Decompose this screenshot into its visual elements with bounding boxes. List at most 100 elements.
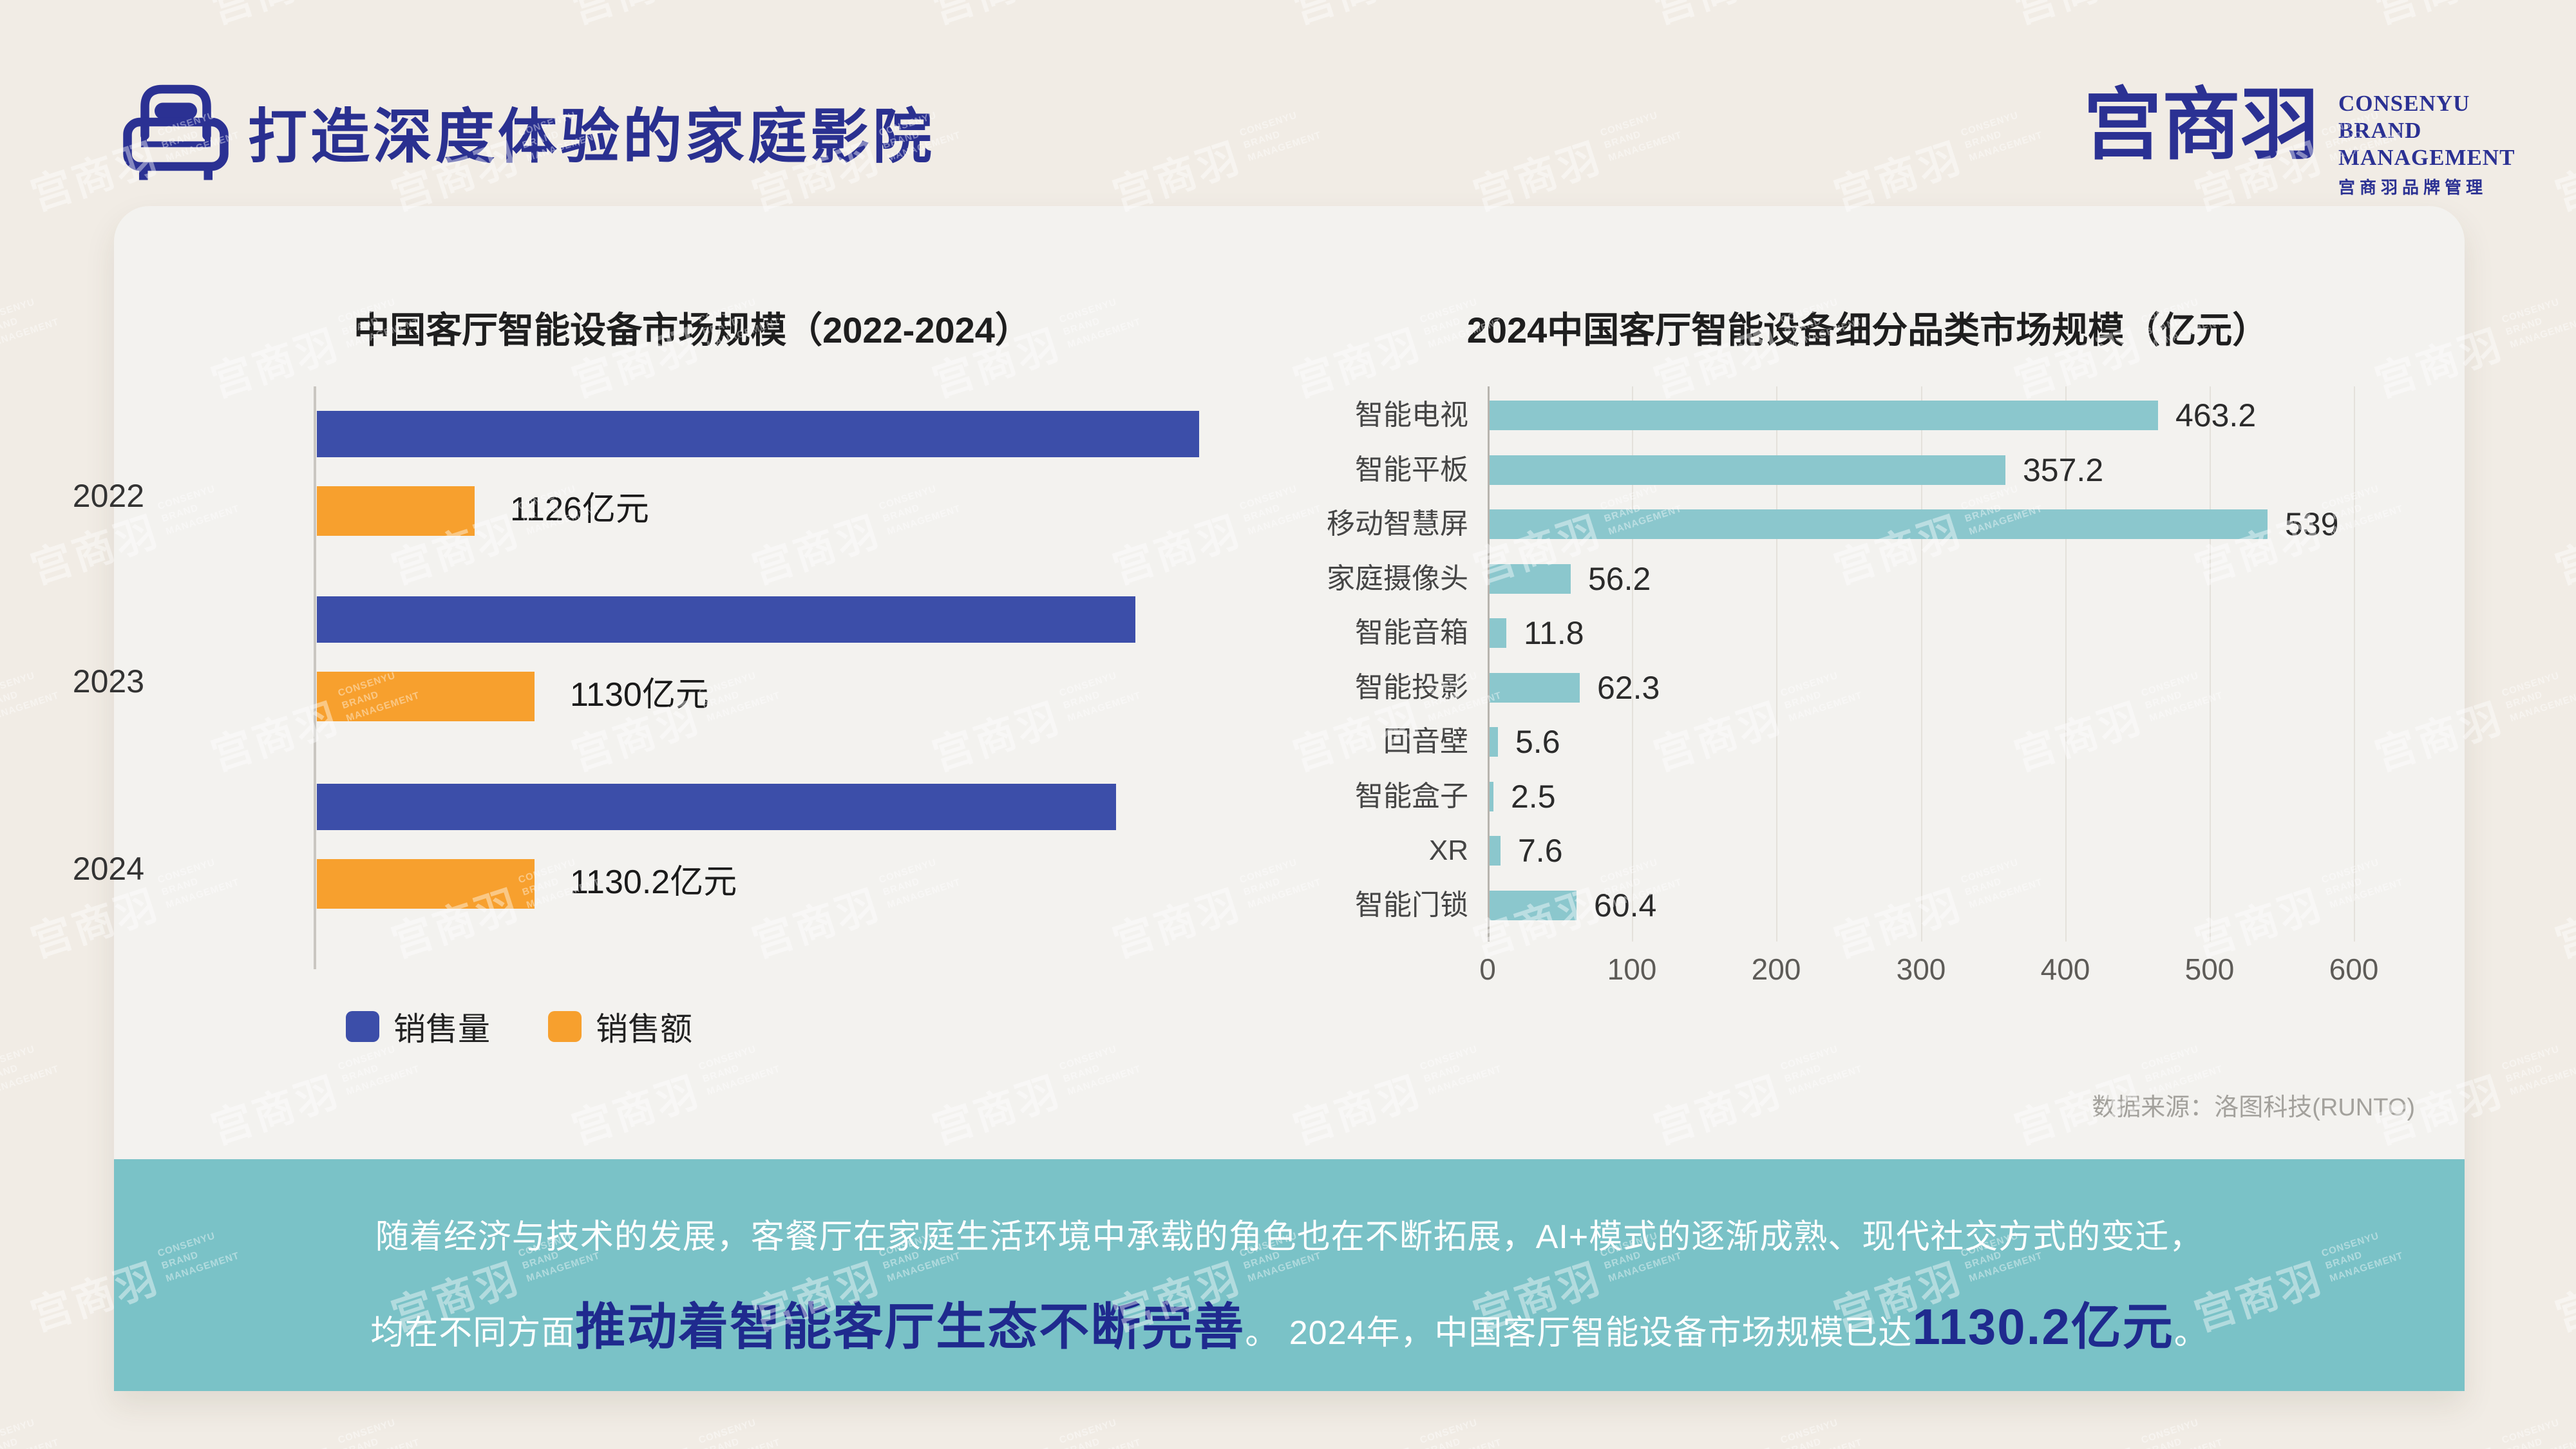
category-label: 智能门锁 <box>1355 889 1468 921</box>
category-label: 智能平板 <box>1355 454 1468 486</box>
watermark-text: 宫商羽 <box>202 0 345 35</box>
data-source-note: 数据来源：洛图科技(RUNTO) <box>2092 1094 2415 1121</box>
bar-category-value <box>1490 455 2005 485</box>
bar-category-value <box>1490 782 1493 811</box>
watermark-text: 宫商羽 <box>1284 1432 1427 1449</box>
watermark-subtext: CONSENYU BRAND MANAGEMENT <box>2500 296 2576 350</box>
value-label-sales-value: 1126亿元 <box>510 491 649 528</box>
bar-sales-volume <box>317 596 1135 643</box>
watermark-subtext: CONSENYU BRAND MANAGEMENT <box>1057 1417 1142 1449</box>
summary-line2-suffix: 。 <box>2174 1314 2208 1352</box>
gridline <box>2354 386 2355 942</box>
value-label: 60.4 <box>1594 887 1657 923</box>
brand-logo-zh: 宫商羽 <box>2083 82 2319 169</box>
value-label: 357.2 <box>2023 452 2104 488</box>
x-axis-tick-label: 600 <box>2329 952 2379 986</box>
bar-sales-volume <box>317 411 1199 457</box>
bar-category-value <box>1490 673 1580 703</box>
home-cinema-sofa-icon <box>123 84 229 180</box>
category-label: 家庭摄像头 <box>1327 563 1468 594</box>
left-chart-axis-line <box>314 386 316 969</box>
watermark-subtext: CONSENYU BRAND MANAGEMENT <box>0 1417 61 1449</box>
legend-label-sales-volume: 销售量 <box>393 1011 490 1047</box>
watermark-text: 宫商羽 <box>202 1432 345 1449</box>
value-label-sales-value: 1130.2亿元 <box>570 864 737 901</box>
bar-sales-value <box>317 672 535 721</box>
watermark-subtext: CONSENYU BRAND MANAGEMENT <box>1238 109 1323 164</box>
x-axis-tick-label: 0 <box>1479 952 1496 986</box>
x-axis-tick-label: 100 <box>1607 952 1657 986</box>
legend-label-sales-value: 销售额 <box>596 1011 692 1047</box>
page-title: 打造深度体验的家庭影院 <box>248 104 936 170</box>
bar-sales-volume <box>317 784 1116 830</box>
x-axis-tick-label: 400 <box>2040 952 2090 986</box>
watermark-subtext: CONSENYU BRAND MANAGEMENT <box>1418 1417 1503 1449</box>
brand-logo: 宫商羽 CONSENYU BRAND MANAGEMENT 宫商羽品牌管理 <box>2083 82 2515 198</box>
watermark-subtext: CONSENYU BRAND MANAGEMENT <box>2139 1417 2224 1449</box>
category-label: 移动智慧屏 <box>1327 508 1468 540</box>
category-label: 智能电视 <box>1355 399 1468 431</box>
gridline <box>2065 386 2067 942</box>
value-label: 5.6 <box>1515 724 1560 760</box>
watermark-text: 宫商羽 <box>923 1432 1066 1449</box>
value-label: 539 <box>2285 506 2339 542</box>
watermark-subtext: CONSENYU BRAND MANAGEMENT <box>2500 1043 2576 1097</box>
value-label: 463.2 <box>2175 397 2257 433</box>
watermark-subtext: CONSENYU BRAND MANAGEMENT <box>2500 670 2576 724</box>
category-label: 智能投影 <box>1355 672 1468 703</box>
value-label: 11.8 <box>1524 615 1584 651</box>
category-label-year: 2022 <box>72 478 144 514</box>
value-label-sales-value: 1130亿元 <box>570 676 709 714</box>
legend-swatch-sales-value <box>548 1011 582 1042</box>
right-chart-plot: 0 100 200 300 400 500 600 智能电视 463.2 智能平板 357.2 移动智… <box>1327 386 2402 1011</box>
x-axis-tick-label: 500 <box>2184 952 2235 986</box>
summary-line2-mid: 。 2024年，中国客厅智能设备市场规模已达 <box>1245 1314 1913 1352</box>
watermark-subtext: CONSENYU BRAND MANAGEMENT <box>336 1417 421 1449</box>
watermark-text: 宫商羽 <box>563 1432 706 1449</box>
summary-line2: 均在不同方面推动着智能客厅生态不断完善。 2024年，中国客厅智能设备市场规模已… <box>178 1287 2400 1359</box>
bar-category-value <box>1490 509 2268 539</box>
category-label-year: 2023 <box>72 663 144 699</box>
watermark-subtext: CONSENYU BRAND MANAGEMENT <box>1779 1417 1864 1449</box>
left-chart-plot: 2022 1126亿元 2023 1130亿元 2024 1130.2亿元 <box>73 386 1251 1005</box>
watermark-text: 宫商羽 <box>2366 0 2509 35</box>
watermark-text: 宫商羽 <box>1284 0 1427 35</box>
bar-category-value <box>1490 618 1506 648</box>
watermark-subtext: CONSENYU BRAND MANAGEMENT <box>697 1417 782 1449</box>
value-label: 7.6 <box>1518 833 1563 869</box>
category-label: 智能音箱 <box>1355 617 1468 649</box>
bar-sales-value <box>317 859 535 909</box>
gridline <box>1776 386 1777 942</box>
brand-logo-en-line: BRAND <box>2338 118 2422 143</box>
brand-logo-en-line: MANAGEMENT <box>2338 145 2515 170</box>
legend-swatch-sales-volume <box>346 1011 379 1042</box>
brand-logo-en-line: CONSENYU <box>2338 91 2470 116</box>
summary-line2-prefix: 均在不同方面 <box>370 1314 576 1352</box>
watermark-subtext: CONSENYU BRAND MANAGEMENT <box>0 1043 61 1097</box>
summary-line2-highlight1: 推动着智能客厅生态不断完善 <box>575 1298 1245 1355</box>
brand-logo-en: CONSENYU BRAND MANAGEMENT 宫商羽品牌管理 <box>2338 85 2515 198</box>
watermark-text: 宫商羽 <box>2550 134 2576 219</box>
watermark-text: 宫商羽 <box>2005 1432 2148 1449</box>
x-axis-tick-label: 200 <box>1751 952 1801 986</box>
bar-category-value <box>1490 564 1571 594</box>
summary-line2-highlight2: 1130.2亿元 <box>1912 1298 2174 1355</box>
right-chart-axis-line <box>1488 386 1490 942</box>
